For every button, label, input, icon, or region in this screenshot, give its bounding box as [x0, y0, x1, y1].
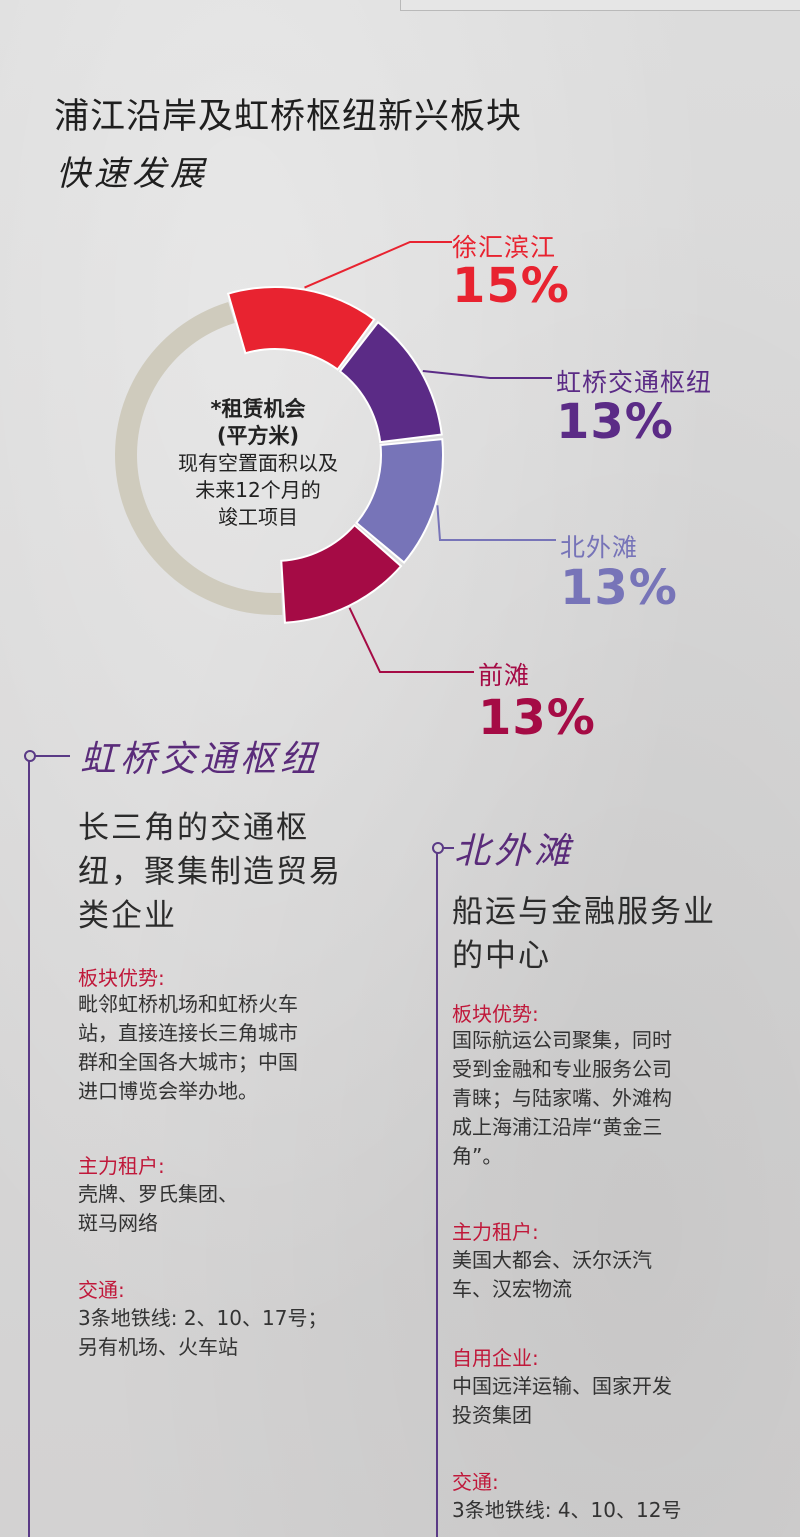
section-connector-northbund: [442, 847, 454, 849]
text-line: 壳牌、罗氏集团、: [78, 1182, 238, 1206]
hongqiao-subtitle-line: 长三角的交通枢: [78, 810, 309, 846]
center-line-5: 竣工项目: [218, 505, 298, 529]
text-line: 3条地铁线: 2、10、17号；: [78, 1306, 328, 1330]
text-line: 进口博览会举办地。: [78, 1079, 258, 1103]
slice-label-hongqiao: 虹桥交通枢纽: [556, 368, 713, 397]
hongqiao-tenants-text: 壳牌、罗氏集团、 斑马网络: [78, 1180, 238, 1238]
slice-label-northbund: 北外滩: [560, 533, 639, 562]
hongqiao-subtitle-line: 类企业: [78, 898, 177, 934]
slice-label-qiantan: 前滩: [478, 661, 531, 690]
center-line-1: *租赁机会: [210, 397, 306, 421]
text-line: 车、汉宏物流: [452, 1277, 572, 1301]
text-line: 角”。: [452, 1144, 503, 1168]
donut-remainder: [114, 301, 283, 615]
text-line: 成上海浦江沿岸“黄金三: [452, 1115, 663, 1139]
slice-label-xuhui: 徐汇滨江: [452, 233, 557, 262]
hongqiao-advantage-label: 板块优势:: [78, 966, 165, 990]
slice-value-hongqiao: 13%: [556, 394, 674, 450]
northbund-owner-text: 中国远洋运输、国家开发 投资集团: [452, 1372, 672, 1430]
text-line: 受到金融和专业服务公司: [452, 1057, 672, 1081]
page-title: 浦江沿岸及虹桥枢纽新兴板块: [54, 97, 523, 137]
leader-line: [422, 370, 552, 379]
northbund-subtitle: 船运与金融服务业 的中心: [452, 890, 716, 978]
donut-chart: [114, 241, 556, 673]
hongqiao-advantage-text: 毗邻虹桥机场和虹桥火车 站，直接连接长三角城市 群和全国各大城市；中国 进口博览…: [78, 990, 298, 1106]
center-line-4: 未来12个月的: [195, 478, 321, 502]
donut-slice: [280, 523, 403, 624]
section-heading-hongqiao: 虹桥交通枢纽: [80, 739, 321, 780]
leader-line: [436, 505, 556, 541]
text-line: 站，直接连接长三角城市: [78, 1021, 298, 1045]
text-line: 中国远洋运输、国家开发: [452, 1374, 672, 1398]
hongqiao-subtitle-line: 纽，聚集制造贸易: [78, 854, 342, 890]
hongqiao-transport-text: 3条地铁线: 2、10、17号； 另有机场、火车站: [78, 1304, 327, 1362]
slice-value-xuhui: 15%: [452, 258, 570, 314]
section-connector-hongqiao: [34, 755, 70, 757]
northbund-tenants-label: 主力租户:: [452, 1220, 539, 1244]
northbund-advantage-text: 国际航运公司聚集，同时 受到金融和专业服务公司 青睐；与陆家嘴、外滩构 成上海浦…: [452, 1026, 672, 1171]
slice-value-qiantan: 13%: [478, 690, 596, 746]
leader-line: [304, 241, 452, 289]
northbund-advantage-label: 板块优势:: [452, 1002, 539, 1026]
hongqiao-tenants-label: 主力租户:: [78, 1154, 165, 1178]
northbund-subtitle-line: 的中心: [452, 938, 551, 974]
slice-value-northbund: 13%: [560, 560, 678, 616]
northbund-transport-label: 交通:: [452, 1470, 499, 1494]
center-line-3: 现有空置面积以及: [178, 451, 338, 475]
northbund-subtitle-line: 船运与金融服务业: [452, 894, 716, 930]
donut-slice: [226, 286, 376, 371]
leader-line: [348, 607, 474, 673]
section-heading-northbund: 北外滩: [454, 831, 575, 872]
text-line: 青睐；与陆家嘴、外滩构: [452, 1086, 672, 1110]
donut-slice: [355, 438, 444, 564]
chart-center-text: *租赁机会 (平方米) 现有空置面积以及 未来12个月的 竣工项目: [148, 396, 368, 531]
text-line: 毗邻虹桥机场和虹桥火车: [78, 992, 298, 1016]
text-line: 美国大都会、沃尔沃汽: [452, 1248, 652, 1272]
northbund-tenants-text: 美国大都会、沃尔沃汽 车、汉宏物流: [452, 1246, 652, 1304]
page-subtitle: 快速发展: [56, 154, 208, 194]
text-line: 投资集团: [452, 1403, 532, 1427]
text-line: 群和全国各大城市；中国: [78, 1050, 298, 1074]
northbund-transport-text: 3条地铁线: 4、10、12号: [452, 1496, 681, 1525]
northbund-owner-label: 自用企业:: [452, 1346, 539, 1370]
donut-slice: [338, 320, 443, 444]
text-line: 3条地铁线: 4、10、12号: [452, 1498, 682, 1522]
hongqiao-subtitle: 长三角的交通枢 纽，聚集制造贸易 类企业: [78, 806, 342, 938]
section-vline-northbund: [436, 852, 438, 1537]
top-frame: [400, 0, 800, 11]
text-line: 斑马网络: [78, 1211, 158, 1235]
text-line: 国际航运公司聚集，同时: [452, 1028, 672, 1052]
section-vline-hongqiao: [28, 760, 30, 1537]
hongqiao-transport-label: 交通:: [78, 1278, 125, 1302]
center-line-2: (平方米): [216, 424, 300, 448]
text-line: 另有机场、火车站: [78, 1335, 238, 1359]
